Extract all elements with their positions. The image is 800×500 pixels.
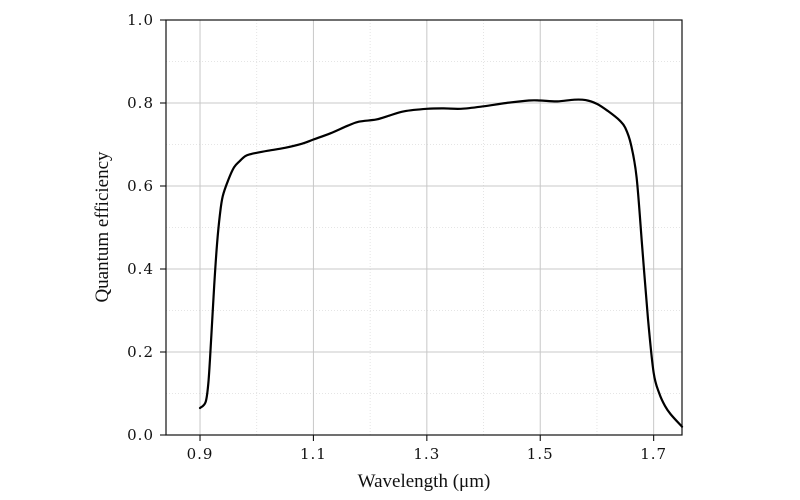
x-tick-label: 1.7 xyxy=(640,445,667,463)
y-tick-label: 0.6 xyxy=(127,177,154,195)
grid xyxy=(166,20,682,435)
y-tick-label: 0.2 xyxy=(127,343,154,361)
x-axis-title: Wavelength (μm) xyxy=(358,471,491,492)
axis-ticks xyxy=(160,19,655,441)
y-tick-label: 0.4 xyxy=(127,260,154,278)
y-tick-label: 0.0 xyxy=(127,426,154,444)
x-tick-label: 1.5 xyxy=(527,445,554,463)
y-tick-label: 1.0 xyxy=(127,11,154,29)
x-tick-label: 1.3 xyxy=(413,445,440,463)
plot-frame xyxy=(165,19,683,436)
series-line xyxy=(198,98,684,428)
x-tick-label: 1.1 xyxy=(300,445,327,463)
y-tick-labels: 0.0 0.2 0.4 0.6 0.8 1.0 xyxy=(127,11,154,444)
x-tick-labels: 0.9 1.1 1.3 1.5 1.7 xyxy=(187,445,667,463)
y-axis-title: Quantum efficiency xyxy=(92,151,113,303)
x-tick-label: 0.9 xyxy=(187,445,214,463)
y-tick-label: 0.8 xyxy=(127,94,154,112)
